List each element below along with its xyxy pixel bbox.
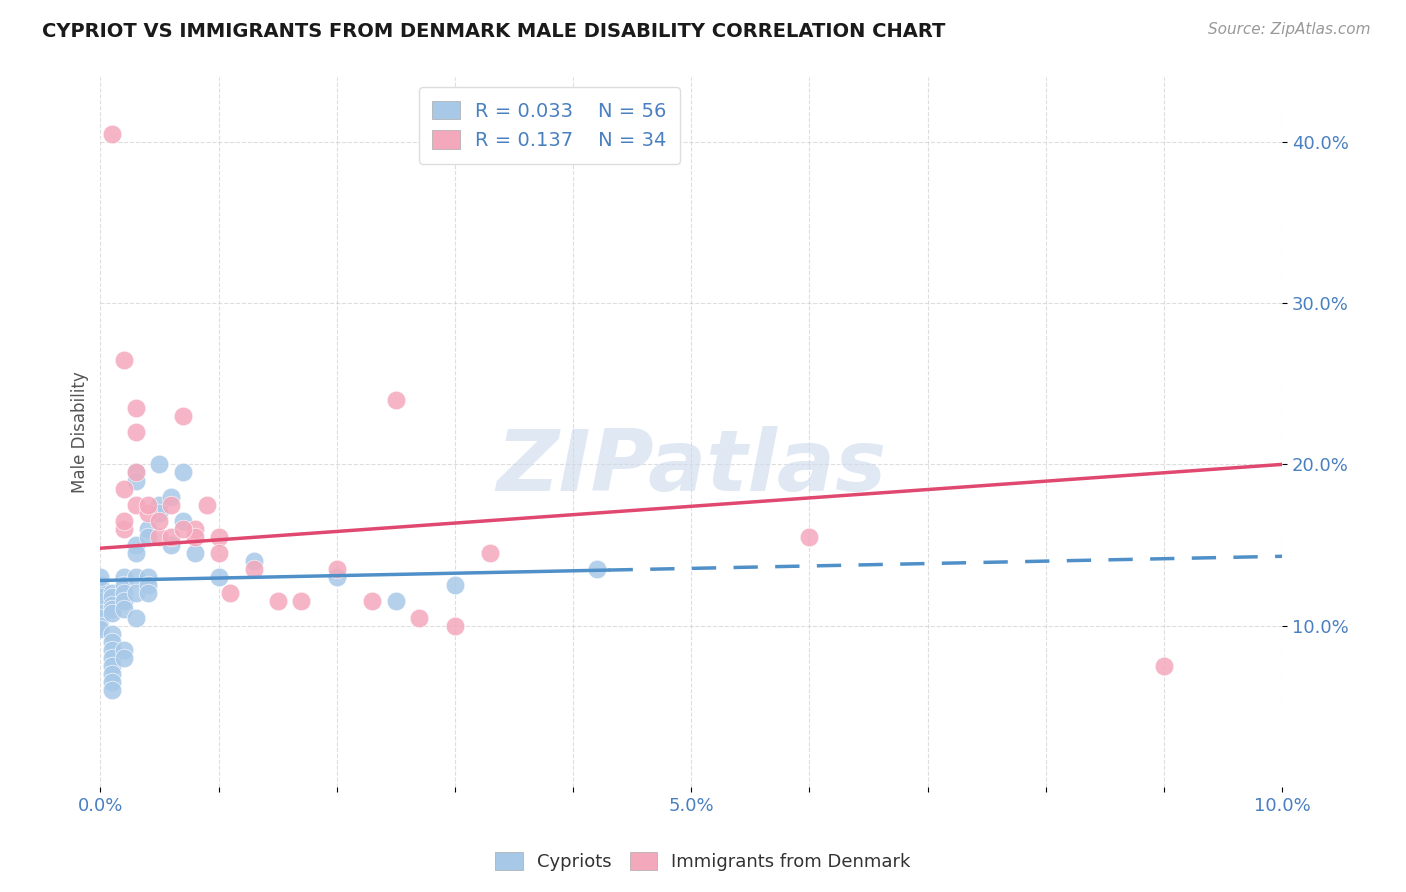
Point xyxy=(479,546,502,560)
Point xyxy=(112,352,135,367)
Point xyxy=(125,401,148,415)
Text: CYPRIOT VS IMMIGRANTS FROM DENMARK MALE DISABILITY CORRELATION CHART: CYPRIOT VS IMMIGRANTS FROM DENMARK MALE … xyxy=(42,22,946,41)
Point xyxy=(172,522,194,536)
Text: Source: ZipAtlas.com: Source: ZipAtlas.com xyxy=(1208,22,1371,37)
Point xyxy=(172,466,194,480)
Point xyxy=(89,586,111,600)
Point xyxy=(444,578,467,592)
Point xyxy=(184,522,207,536)
Point xyxy=(243,554,266,568)
Point xyxy=(101,634,124,648)
Point xyxy=(101,606,124,620)
Text: ZIPatlas: ZIPatlas xyxy=(496,426,886,509)
Point xyxy=(101,598,124,612)
Point xyxy=(101,683,124,698)
Point xyxy=(136,522,159,536)
Point xyxy=(195,498,218,512)
Point xyxy=(101,586,124,600)
Point xyxy=(136,586,159,600)
Point xyxy=(125,474,148,488)
Point xyxy=(125,586,148,600)
Point xyxy=(125,610,148,624)
Point xyxy=(799,530,821,544)
Point xyxy=(219,586,242,600)
Point xyxy=(160,498,183,512)
Point xyxy=(160,530,183,544)
Point xyxy=(89,602,111,616)
Point xyxy=(112,642,135,657)
Point xyxy=(325,562,347,576)
Point xyxy=(136,578,159,592)
Point xyxy=(101,667,124,681)
Point xyxy=(385,594,408,608)
Point xyxy=(101,651,124,665)
Point xyxy=(112,586,135,600)
Point xyxy=(207,570,229,584)
Point xyxy=(207,530,229,544)
Point xyxy=(112,594,135,608)
Point xyxy=(136,498,159,512)
Point xyxy=(184,530,207,544)
Point xyxy=(89,622,111,636)
Point xyxy=(243,562,266,576)
Point xyxy=(112,651,135,665)
Point xyxy=(125,570,148,584)
Point xyxy=(207,546,229,560)
Point xyxy=(408,610,430,624)
Legend: Cypriots, Immigrants from Denmark: Cypriots, Immigrants from Denmark xyxy=(488,846,918,879)
Point xyxy=(101,642,124,657)
Point xyxy=(444,618,467,632)
Point xyxy=(148,498,170,512)
Point xyxy=(125,498,148,512)
Point xyxy=(290,594,312,608)
Point xyxy=(1153,659,1175,673)
Point xyxy=(160,490,183,504)
Point xyxy=(585,562,607,576)
Point xyxy=(148,506,170,520)
Point xyxy=(361,594,384,608)
Point xyxy=(325,570,347,584)
Point xyxy=(112,482,135,496)
Point xyxy=(125,425,148,439)
Point xyxy=(112,514,135,528)
Point xyxy=(172,409,194,423)
Point xyxy=(112,570,135,584)
Point xyxy=(101,590,124,604)
Point xyxy=(266,594,288,608)
Point xyxy=(385,392,408,407)
Point xyxy=(101,626,124,640)
Point xyxy=(148,530,170,544)
Point xyxy=(89,570,111,584)
Point xyxy=(125,538,148,552)
Point xyxy=(148,458,170,472)
Point xyxy=(101,602,124,616)
Point xyxy=(89,578,111,592)
Point xyxy=(136,530,159,544)
Point xyxy=(112,522,135,536)
Point xyxy=(112,578,135,592)
Point xyxy=(125,466,148,480)
Y-axis label: Male Disability: Male Disability xyxy=(72,371,89,493)
Point xyxy=(112,602,135,616)
Point xyxy=(101,675,124,690)
Point xyxy=(89,618,111,632)
Point xyxy=(89,606,111,620)
Point xyxy=(125,546,148,560)
Point xyxy=(89,594,111,608)
Point xyxy=(172,514,194,528)
Point xyxy=(184,546,207,560)
Point xyxy=(101,127,124,141)
Legend: R = 0.033    N = 56, R = 0.137    N = 34: R = 0.033 N = 56, R = 0.137 N = 34 xyxy=(419,87,681,164)
Point xyxy=(160,538,183,552)
Point xyxy=(89,590,111,604)
Point xyxy=(101,659,124,673)
Point xyxy=(89,610,111,624)
Point xyxy=(125,466,148,480)
Point xyxy=(148,514,170,528)
Point xyxy=(136,570,159,584)
Point xyxy=(136,506,159,520)
